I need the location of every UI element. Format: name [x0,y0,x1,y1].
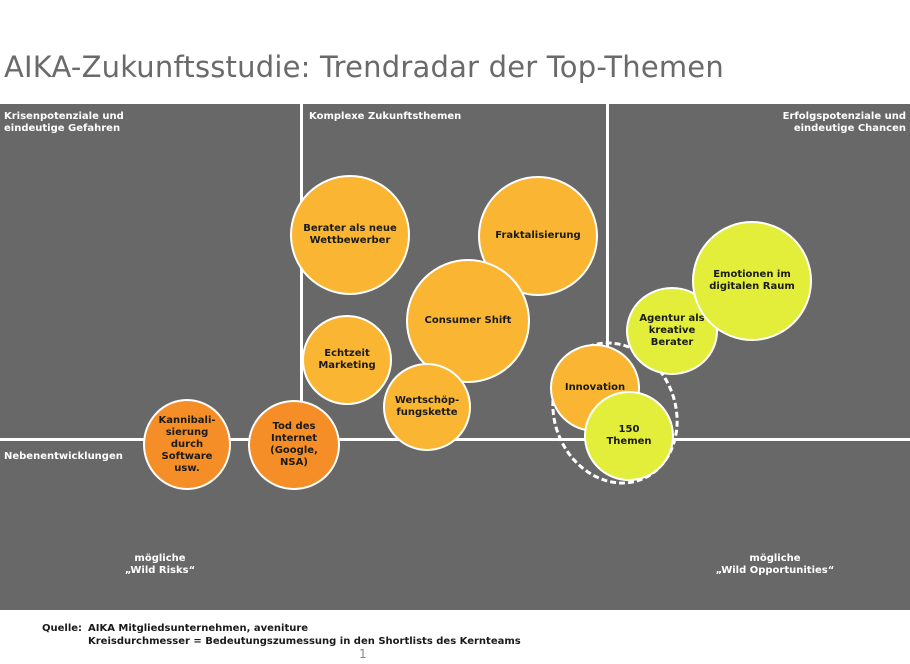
divider-vertical-right [606,104,609,440]
quadrant-label-center: Komplexe Zukunftsthemen [309,111,462,122]
quadrant-label-right: Erfolgspotenziale und eindeutige Chancen [782,111,906,134]
page-number: 1 [359,647,367,661]
bubble-tod-des-internet: Tod des Internet (Google, NSA) [248,400,340,490]
source-key: Quelle: [42,623,83,634]
bubble-150-themen: 150 Themen [584,391,674,481]
divider-vertical-left [300,104,303,440]
source-line-1: AIKA Mitgliedsunternehmen, aveniture [88,623,309,634]
bubble-emotionen: Emotionen im digitalen Raum [692,221,812,341]
bubble-consumer-shift: Consumer Shift [406,259,530,383]
wild-opportunities-label: mögliche „Wild Opportunities“ [715,553,835,576]
side-label: Nebenentwicklungen [4,451,123,462]
quadrant-label-left: Krisenpotenziale und eindeutige Gefahren [4,111,124,134]
wild-risks-label: mögliche „Wild Risks“ [124,553,196,576]
page-title: AIKA-Zukunftsstudie: Trendradar der Top-… [4,50,724,84]
bubble-echtzeit-marketing: Echtzeit Marketing [302,315,392,405]
source-note: Quelle: AIKA Mitgliedsunternehmen, avenit… [42,622,521,648]
bubble-berater: Berater als neue Wettbewerber [290,175,410,295]
bubble-kannibalisierung: Kannibali- sierung durch Software usw. [143,399,231,490]
source-line-2: Kreisdurchmesser = Bedeutungszumessung i… [88,636,521,647]
bubble-wertschoepfungskette: Wertschöp- fungskette [383,363,471,451]
